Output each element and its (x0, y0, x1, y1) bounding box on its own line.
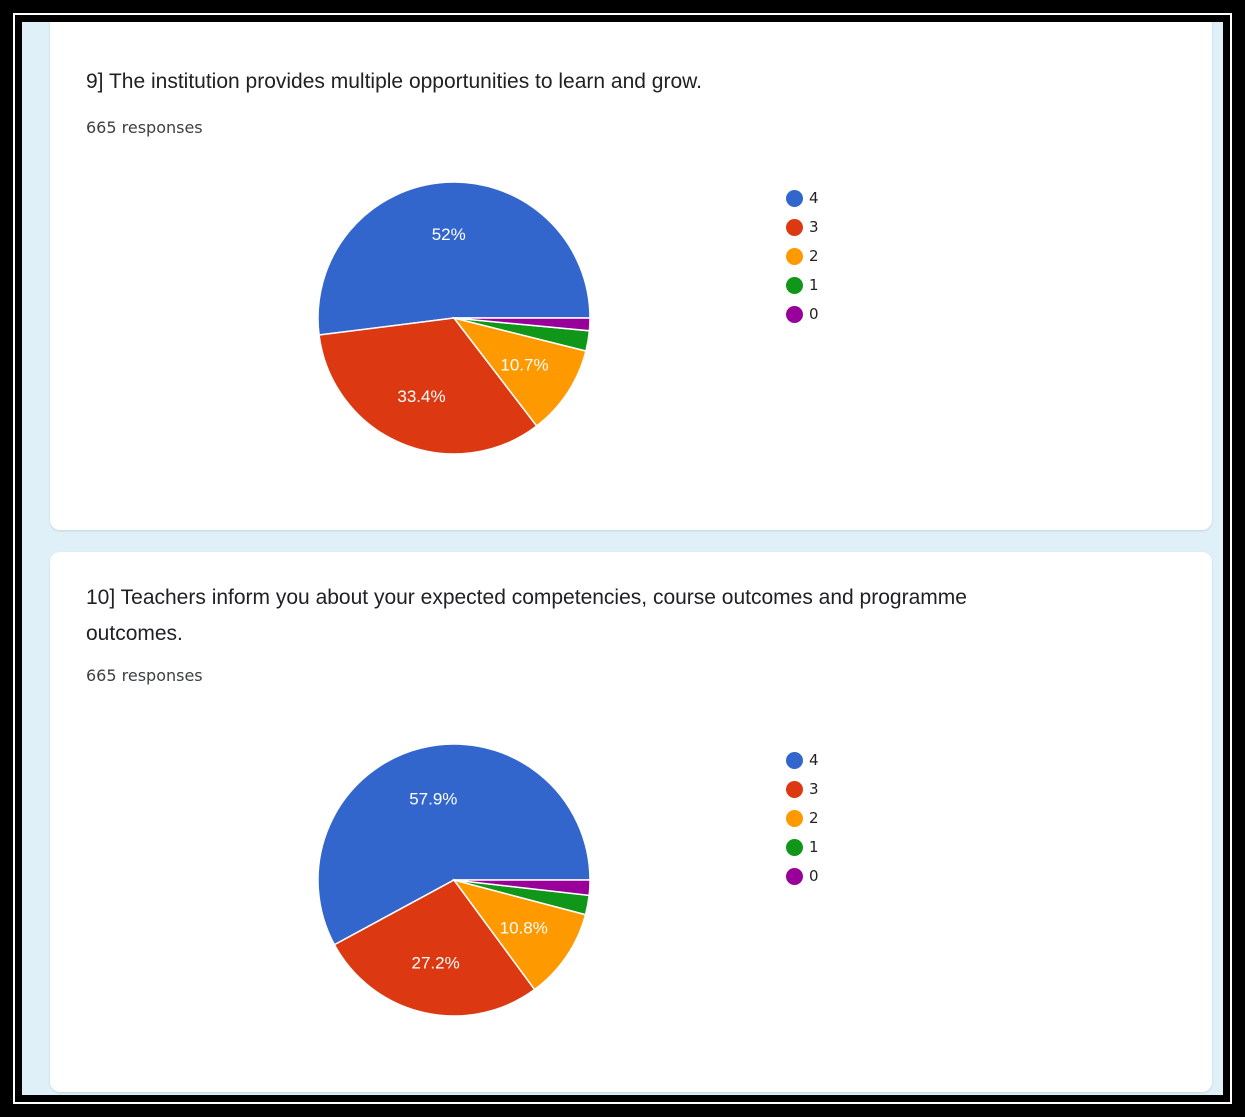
slice-label-3: 33.4% (397, 387, 445, 406)
legend-label: 2 (809, 809, 819, 827)
legend-item-1: 1 (786, 275, 846, 295)
legend-dot-icon (786, 247, 803, 265)
legend-label: 4 (809, 189, 819, 207)
legend-label: 3 (809, 780, 819, 798)
pie-slice-4 (317, 181, 591, 336)
legend-item-1: 1 (786, 837, 846, 857)
pie-slice-0 (453, 879, 591, 897)
legend-item-0: 0 (786, 866, 846, 886)
legend-dot-icon (786, 780, 803, 798)
legend-label: 2 (809, 247, 819, 265)
legend-dot-icon (786, 867, 803, 885)
legend-dot-icon (786, 276, 803, 294)
slice-label-2: 10.7% (500, 355, 548, 374)
pie-chart-q9: 52% 33.4% 10.7% (317, 181, 591, 455)
legend-item-3: 3 (786, 217, 846, 237)
legend-label: 0 (809, 305, 819, 323)
legend-label: 1 (809, 276, 819, 294)
slice-label-4: 57.9% (409, 789, 457, 808)
legend-dot-icon (786, 218, 803, 236)
legend-dot-icon (786, 189, 803, 207)
question-title: 10] Teachers inform you about your expec… (86, 586, 967, 645)
legend-item-2: 2 (786, 808, 846, 828)
legend-label: 1 (809, 838, 819, 856)
legend-item-4: 4 (786, 188, 846, 208)
forms-summary-canvas: 9] The institution provides multiple opp… (22, 22, 1223, 1095)
legend-q10: 4 3 2 1 0 (786, 750, 866, 890)
slice-label-3: 27.2% (412, 953, 460, 972)
legend-label: 0 (809, 867, 819, 885)
legend-item-0: 0 (786, 304, 846, 324)
pie-slice-4 (317, 743, 591, 946)
slice-label-4: 52% (432, 225, 466, 244)
response-count: 665 responses (86, 666, 203, 685)
legend-q9: 4 3 2 1 0 (786, 188, 866, 328)
legend-dot-icon (786, 838, 803, 856)
legend-dot-icon (786, 305, 803, 323)
question-title: 9] The institution provides multiple opp… (86, 70, 702, 93)
legend-label: 4 (809, 751, 819, 769)
slice-label-2: 10.8% (500, 918, 548, 937)
legend-label: 3 (809, 218, 819, 236)
legend-dot-icon (786, 809, 803, 827)
question-card-10: 10] Teachers inform you about your expec… (50, 552, 1212, 1092)
legend-item-2: 2 (786, 246, 846, 266)
pie-slice-3 (318, 317, 538, 455)
pie-slice-2 (452, 878, 587, 991)
legend-item-4: 4 (786, 750, 846, 770)
legend-dot-icon (786, 751, 803, 769)
pie-slice-2 (452, 316, 587, 428)
question-card-9: 9] The institution provides multiple opp… (50, 22, 1212, 530)
legend-item-3: 3 (786, 779, 846, 799)
response-count: 665 responses (86, 118, 203, 137)
pie-slice-3 (333, 879, 536, 1017)
pie-slice-0 (453, 317, 591, 332)
pie-chart-q10: 57.9% 27.2% 10.8% (317, 743, 591, 1017)
